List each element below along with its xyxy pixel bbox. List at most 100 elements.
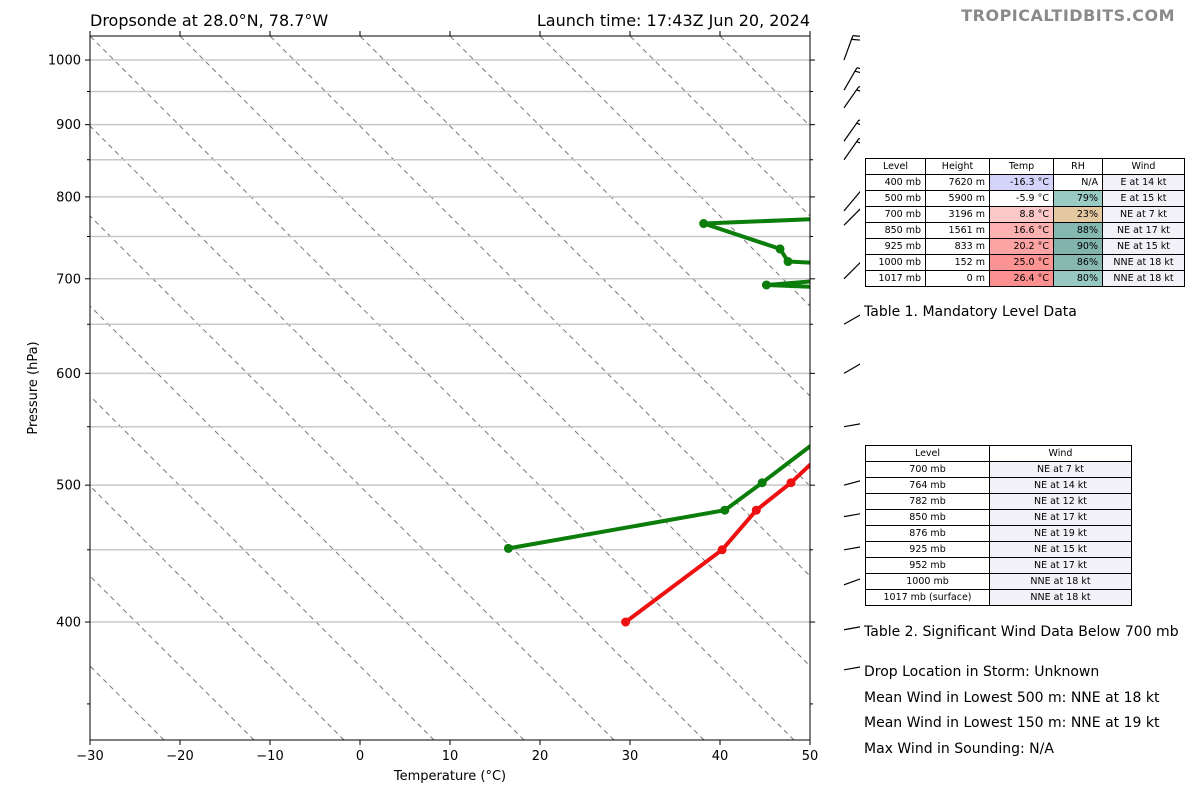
rh-cell: N/A — [1053, 174, 1103, 191]
rh-cell: 90% — [1053, 238, 1103, 255]
wind-cell: NE at 12 kt — [989, 493, 1132, 510]
dewpoint-point — [503, 543, 513, 553]
level-cell: 700 mb — [865, 206, 926, 223]
x-tick-label: 40 — [712, 749, 729, 764]
y-tick-label: 700 — [56, 272, 81, 287]
height-cell: 833 m — [925, 238, 990, 255]
table-row: 1017 mb (surface) NNE at 18 kt — [865, 589, 1132, 606]
dewpoint-point — [699, 219, 709, 229]
temperature-point — [786, 478, 796, 488]
isotherm-line — [809, 36, 810, 37]
mean-wind-150m-text: Mean Wind in Lowest 150 m: NNE at 19 kt — [864, 715, 1160, 731]
wind-barb — [843, 546, 860, 551]
wind-cell: NNE at 18 kt — [989, 589, 1132, 606]
y-tick-label: 800 — [56, 190, 81, 205]
level-cell: 500 mb — [865, 190, 926, 207]
temp-cell: 25.0 °C — [989, 254, 1054, 271]
level-cell: 764 mb — [865, 477, 990, 494]
isotherm-line — [359, 36, 810, 487]
wind-cell: NE at 15 kt — [989, 541, 1132, 558]
wind-barb — [843, 137, 860, 161]
mandatory-level-table: Level Height Temp RH Wind 400 mb 7620 m -1… — [865, 158, 1185, 287]
x-tick-label: 50 — [802, 749, 819, 764]
max-wind-text: Max Wind in Sounding: N/A — [864, 741, 1054, 757]
x-tick-label: 20 — [532, 749, 549, 764]
wind-barb — [843, 119, 860, 142]
wind-barb — [843, 314, 860, 325]
x-tick-label: 10 — [442, 749, 459, 764]
level-cell: 850 mb — [865, 222, 926, 239]
wind-cell: NE at 17 kt — [989, 557, 1132, 574]
wind-barb — [843, 35, 860, 61]
isotherm-line — [449, 36, 810, 397]
isotherm-line — [90, 36, 795, 740]
table2-caption: Table 2. Significant Wind Data Below 700… — [864, 624, 1179, 640]
temp-cell: 16.6 °C — [989, 222, 1054, 239]
height-cell: 1561 m — [925, 222, 990, 239]
wind-cell: NE at 15 kt — [1102, 238, 1185, 255]
wind-cell: NE at 17 kt — [1102, 222, 1185, 239]
table-row: 700 mb NE at 7 kt — [865, 461, 1132, 478]
x-tick-label: −10 — [256, 749, 283, 764]
rh-cell: 88% — [1053, 222, 1103, 239]
table-row: 952 mb NE at 17 kt — [865, 557, 1132, 574]
temperature-point — [717, 545, 727, 555]
temperature-point — [621, 617, 631, 627]
x-tick-label: −20 — [166, 749, 193, 764]
wind-barb — [843, 480, 860, 486]
x-tick-label: 30 — [622, 749, 639, 764]
plot-frame — [89, 35, 811, 741]
wind-barb — [843, 190, 860, 212]
y-tick-label: 1000 — [48, 54, 81, 69]
height-cell: 3196 m — [925, 206, 990, 223]
table-row: 876 mb NE at 19 kt — [865, 525, 1132, 542]
temp-cell: 26.4 °C — [989, 270, 1054, 287]
wind-barb — [843, 578, 860, 586]
y-tick-label: 400 — [56, 616, 81, 631]
isotherm-line — [90, 215, 615, 740]
wind-cell: NE at 17 kt — [989, 509, 1132, 526]
table-row: 1000 mb NNE at 18 kt — [865, 573, 1132, 590]
table1-header-wind: Wind — [1102, 158, 1185, 175]
table-row: 782 mb NE at 12 kt — [865, 493, 1132, 510]
wind-cell: NE at 14 kt — [989, 477, 1132, 494]
level-cell: 925 mb — [865, 238, 926, 255]
table-row: 764 mb NE at 14 kt — [865, 477, 1132, 494]
rh-cell: 79% — [1053, 190, 1103, 207]
height-cell: 7620 m — [925, 174, 990, 191]
temp-cell: 8.8 °C — [989, 206, 1054, 223]
level-cell: 1000 mb — [865, 573, 990, 590]
wind-cell: NNE at 18 kt — [1102, 254, 1185, 271]
temperature-point — [751, 505, 761, 515]
wind-barb — [843, 261, 860, 280]
isotherm-line — [90, 665, 165, 740]
dewpoint-point — [783, 257, 793, 267]
wind-barb — [843, 423, 860, 428]
temp-cell: -16.3 °C — [989, 174, 1054, 191]
isotherm-line — [90, 395, 435, 740]
dewpoint-point — [775, 244, 785, 254]
level-cell: 1000 mb — [865, 254, 926, 271]
level-cell: 925 mb — [865, 541, 990, 558]
isotherm-line — [179, 36, 810, 667]
site-credit: TROPICALTIDBITS.COM — [961, 6, 1175, 25]
level-cell: 700 mb — [865, 461, 990, 478]
table-row: 850 mb NE at 17 kt — [865, 509, 1132, 526]
level-cell: 850 mb — [865, 509, 990, 526]
level-cell: 782 mb — [865, 493, 990, 510]
y-tick-label: 500 — [56, 479, 81, 494]
table1-header-height: Height — [925, 158, 990, 175]
y-tick-label: 900 — [56, 118, 81, 133]
level-cell: 952 mb — [865, 557, 990, 574]
temperature-profile-line — [624, 462, 810, 624]
temp-cell: 20.2 °C — [989, 238, 1054, 255]
level-cell: 876 mb — [865, 525, 990, 542]
table-row: 400 mb 7620 m -16.3 °C N/A E at 14 kt — [865, 174, 1185, 191]
significant-wind-table: Level Wind 700 mb NE at 7 kt 764 mb NE at 1… — [865, 445, 1132, 606]
x-axis-label: Temperature (°C) — [393, 769, 506, 784]
rh-cell: 23% — [1053, 206, 1103, 223]
wind-cell: E at 15 kt — [1102, 190, 1185, 207]
wind-cell: NNE at 18 kt — [1102, 270, 1185, 287]
table-row: 700 mb 3196 m 8.8 °C 23% NE at 7 kt — [865, 206, 1185, 223]
mean-wind-500m-text: Mean Wind in Lowest 500 m: NNE at 18 kt — [864, 690, 1160, 706]
